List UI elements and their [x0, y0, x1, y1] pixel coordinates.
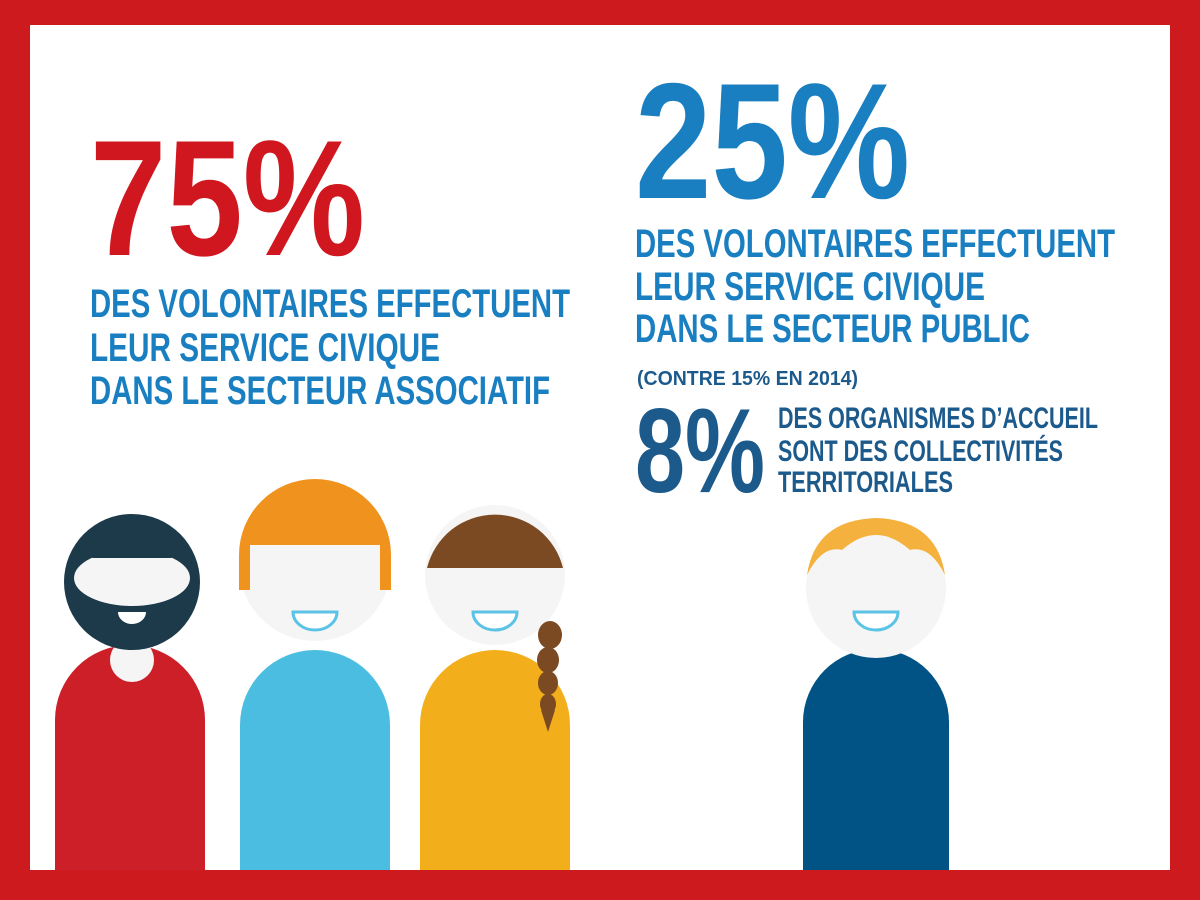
person-blond: [803, 518, 949, 870]
detail-line: SONT DES COLLECTIVITÉS: [778, 434, 1063, 468]
person-braid: [420, 505, 570, 870]
person-orange-hair: [239, 479, 391, 870]
left-line: DES VOLONTAIRES EFFECTUENT: [90, 282, 570, 326]
detail-figure: 8%: [635, 384, 765, 518]
detail-line: TERRITORIALES: [778, 466, 953, 499]
detail-line: DES ORGANISMES D’ACCUEIL: [778, 402, 1098, 435]
right-note: (CONTRE 15% EN 2014): [637, 368, 858, 390]
right-line: DES VOLONTAIRES EFFECTUENT: [635, 222, 1115, 266]
right-line: LEUR SERVICE CIVIQUE: [635, 265, 985, 309]
person-bearded: [55, 514, 205, 870]
left-line: LEUR SERVICE CIVIQUE: [90, 326, 440, 370]
right-figure: 25%: [635, 49, 910, 233]
panel: [30, 25, 1170, 870]
right-line: DANS LE SECTEUR PUBLIC: [635, 307, 1030, 351]
left-figure: 75%: [90, 106, 365, 290]
left-line: DANS LE SECTEUR ASSOCIATIF: [90, 369, 550, 413]
